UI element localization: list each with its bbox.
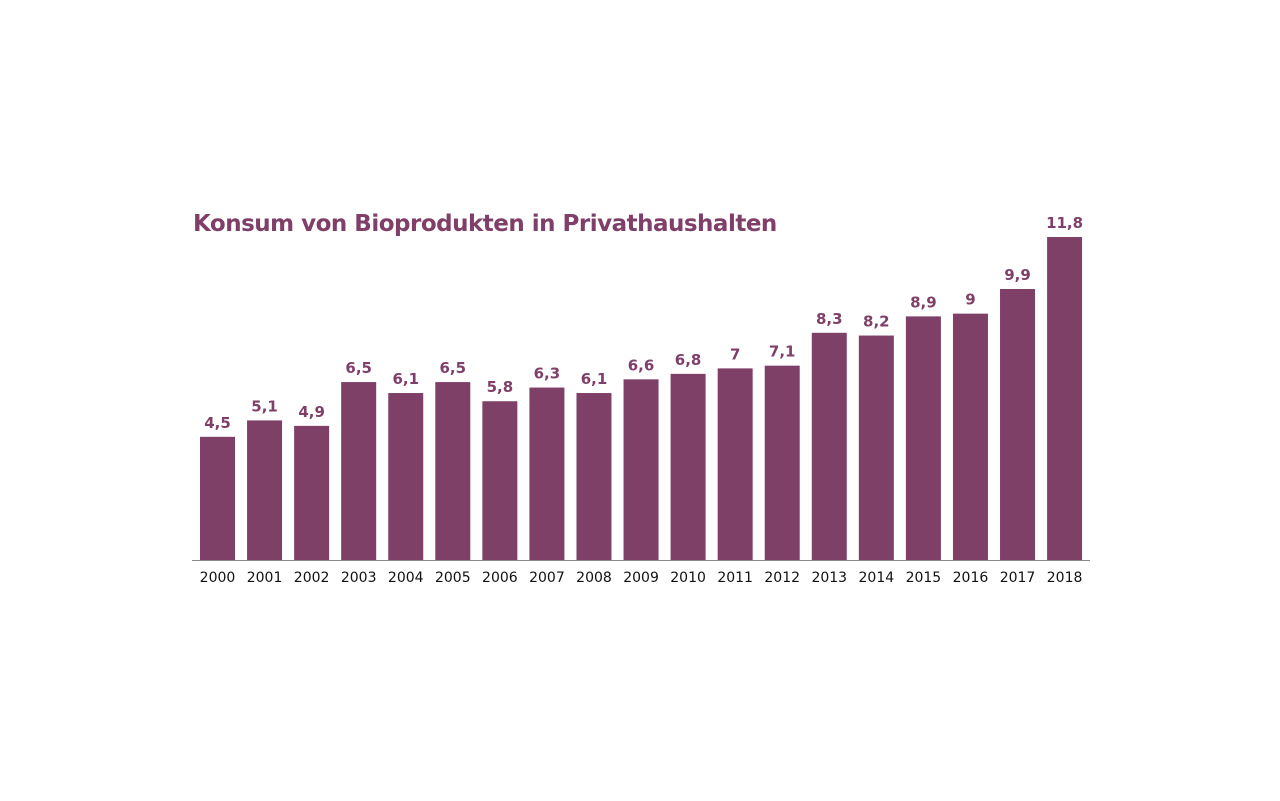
x-tick-label-2013: 2013 xyxy=(811,570,847,586)
bar-2014 xyxy=(858,335,894,560)
x-tick-label-2018: 2018 xyxy=(1047,570,1083,586)
x-tick-label-2009: 2009 xyxy=(623,570,659,586)
data-label-2001: 5,1 xyxy=(251,397,278,415)
x-tick-label-2003: 2003 xyxy=(341,570,377,586)
data-label-2003: 6,5 xyxy=(345,359,372,377)
data-label-2009: 6,6 xyxy=(628,356,655,374)
bar-2010 xyxy=(670,373,706,560)
data-label-2008: 6,1 xyxy=(581,370,608,388)
x-tick-label-2006: 2006 xyxy=(482,570,518,586)
bar-2009 xyxy=(623,379,659,560)
x-tick-label-2014: 2014 xyxy=(859,570,895,586)
bar-2017 xyxy=(1000,289,1036,560)
bar-2001 xyxy=(247,420,283,560)
bar-2005 xyxy=(435,382,471,560)
x-tick-label-2001: 2001 xyxy=(247,570,283,586)
data-label-2018: 11,8 xyxy=(1046,214,1083,232)
bar-2018 xyxy=(1047,237,1083,560)
bar-2015 xyxy=(905,316,941,560)
x-tick-label-2016: 2016 xyxy=(953,570,989,586)
data-label-2007: 6,3 xyxy=(534,365,561,383)
x-tick-label-2005: 2005 xyxy=(435,570,471,586)
x-tick-label-2002: 2002 xyxy=(294,570,330,586)
x-tick-label-2017: 2017 xyxy=(1000,570,1036,586)
bar-2013 xyxy=(811,332,847,560)
x-tick-label-2004: 2004 xyxy=(388,570,424,586)
data-label-2017: 9,9 xyxy=(1004,266,1031,284)
data-label-2010: 6,8 xyxy=(675,351,702,369)
data-label-2011: 7 xyxy=(730,345,740,363)
bar-2007 xyxy=(529,387,565,560)
data-label-2002: 4,9 xyxy=(298,403,325,421)
data-label-2005: 6,5 xyxy=(440,359,467,377)
x-tick-label-2007: 2007 xyxy=(529,570,565,586)
data-label-2006: 5,8 xyxy=(487,378,514,396)
bar-2012 xyxy=(764,365,800,560)
bar-2006 xyxy=(482,401,518,560)
bar-2003 xyxy=(341,382,377,560)
x-tick-label-2008: 2008 xyxy=(576,570,612,586)
bar-2002 xyxy=(294,425,330,560)
x-tick-label-2012: 2012 xyxy=(764,570,800,586)
chart-title: Konsum von Bioprodukten in Privathaushal… xyxy=(193,211,777,237)
data-label-2000: 4,5 xyxy=(204,414,231,432)
bar-2008 xyxy=(576,393,612,560)
x-tick-label-2010: 2010 xyxy=(670,570,706,586)
x-tick-label-2000: 2000 xyxy=(200,570,236,586)
data-label-2015: 8,9 xyxy=(910,293,937,311)
x-tick-label-2015: 2015 xyxy=(906,570,942,586)
bar-2000 xyxy=(200,436,235,560)
x-tick-label-2011: 2011 xyxy=(717,570,753,586)
bar-2016 xyxy=(952,313,988,560)
data-label-2012: 7,1 xyxy=(769,343,796,361)
data-label-2013: 8,3 xyxy=(816,310,843,328)
data-label-2014: 8,2 xyxy=(863,313,890,331)
bar-2004 xyxy=(388,393,424,560)
bar-2011 xyxy=(717,368,753,560)
data-label-2004: 6,1 xyxy=(392,370,419,388)
data-label-2016: 9 xyxy=(965,291,975,309)
